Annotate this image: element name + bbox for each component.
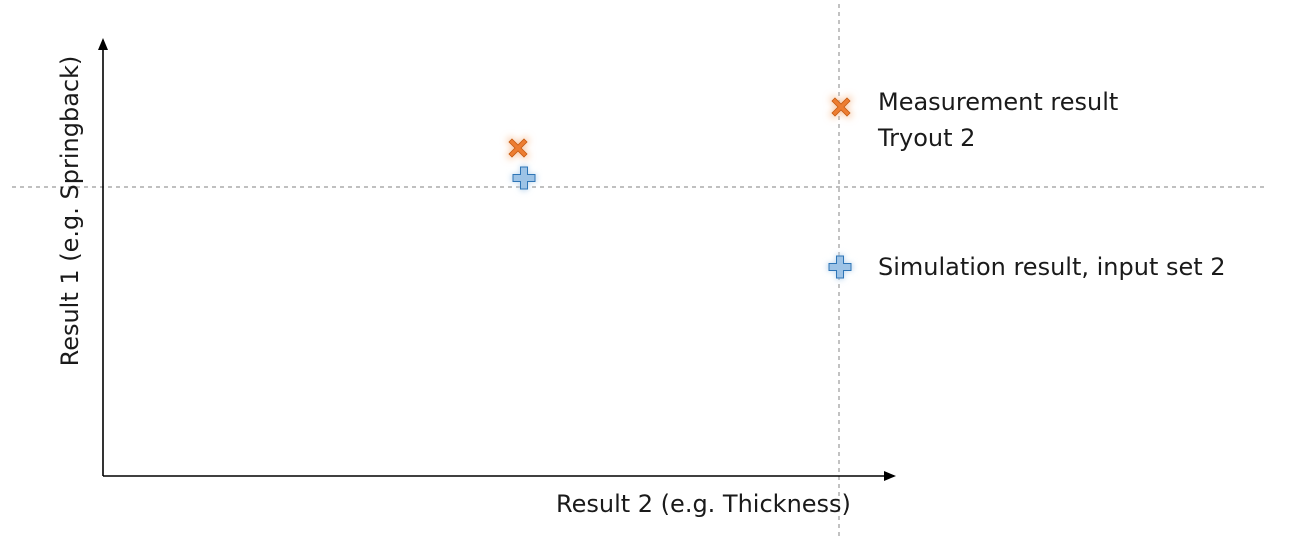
measurement-marker-legend <box>829 95 853 119</box>
plus-cross-icon <box>511 165 537 191</box>
simulation-marker-legend <box>827 254 853 280</box>
plus-cross-icon <box>827 254 853 280</box>
x-axis-label: Result 2 (e.g. Thickness) <box>556 490 851 518</box>
x-cross-icon <box>829 95 853 119</box>
simulation-marker-plot <box>511 165 537 191</box>
measurement-marker-plot <box>506 136 530 160</box>
legend-measurement-line1: Measurement result <box>878 88 1119 116</box>
y-axis-label: Result 1 (e.g. Springback) <box>56 55 84 367</box>
legend-measurement-line2: Tryout 2 <box>878 124 976 152</box>
legend-simulation-label: Simulation result, input set 2 <box>878 253 1226 281</box>
x-cross-icon <box>506 136 530 160</box>
